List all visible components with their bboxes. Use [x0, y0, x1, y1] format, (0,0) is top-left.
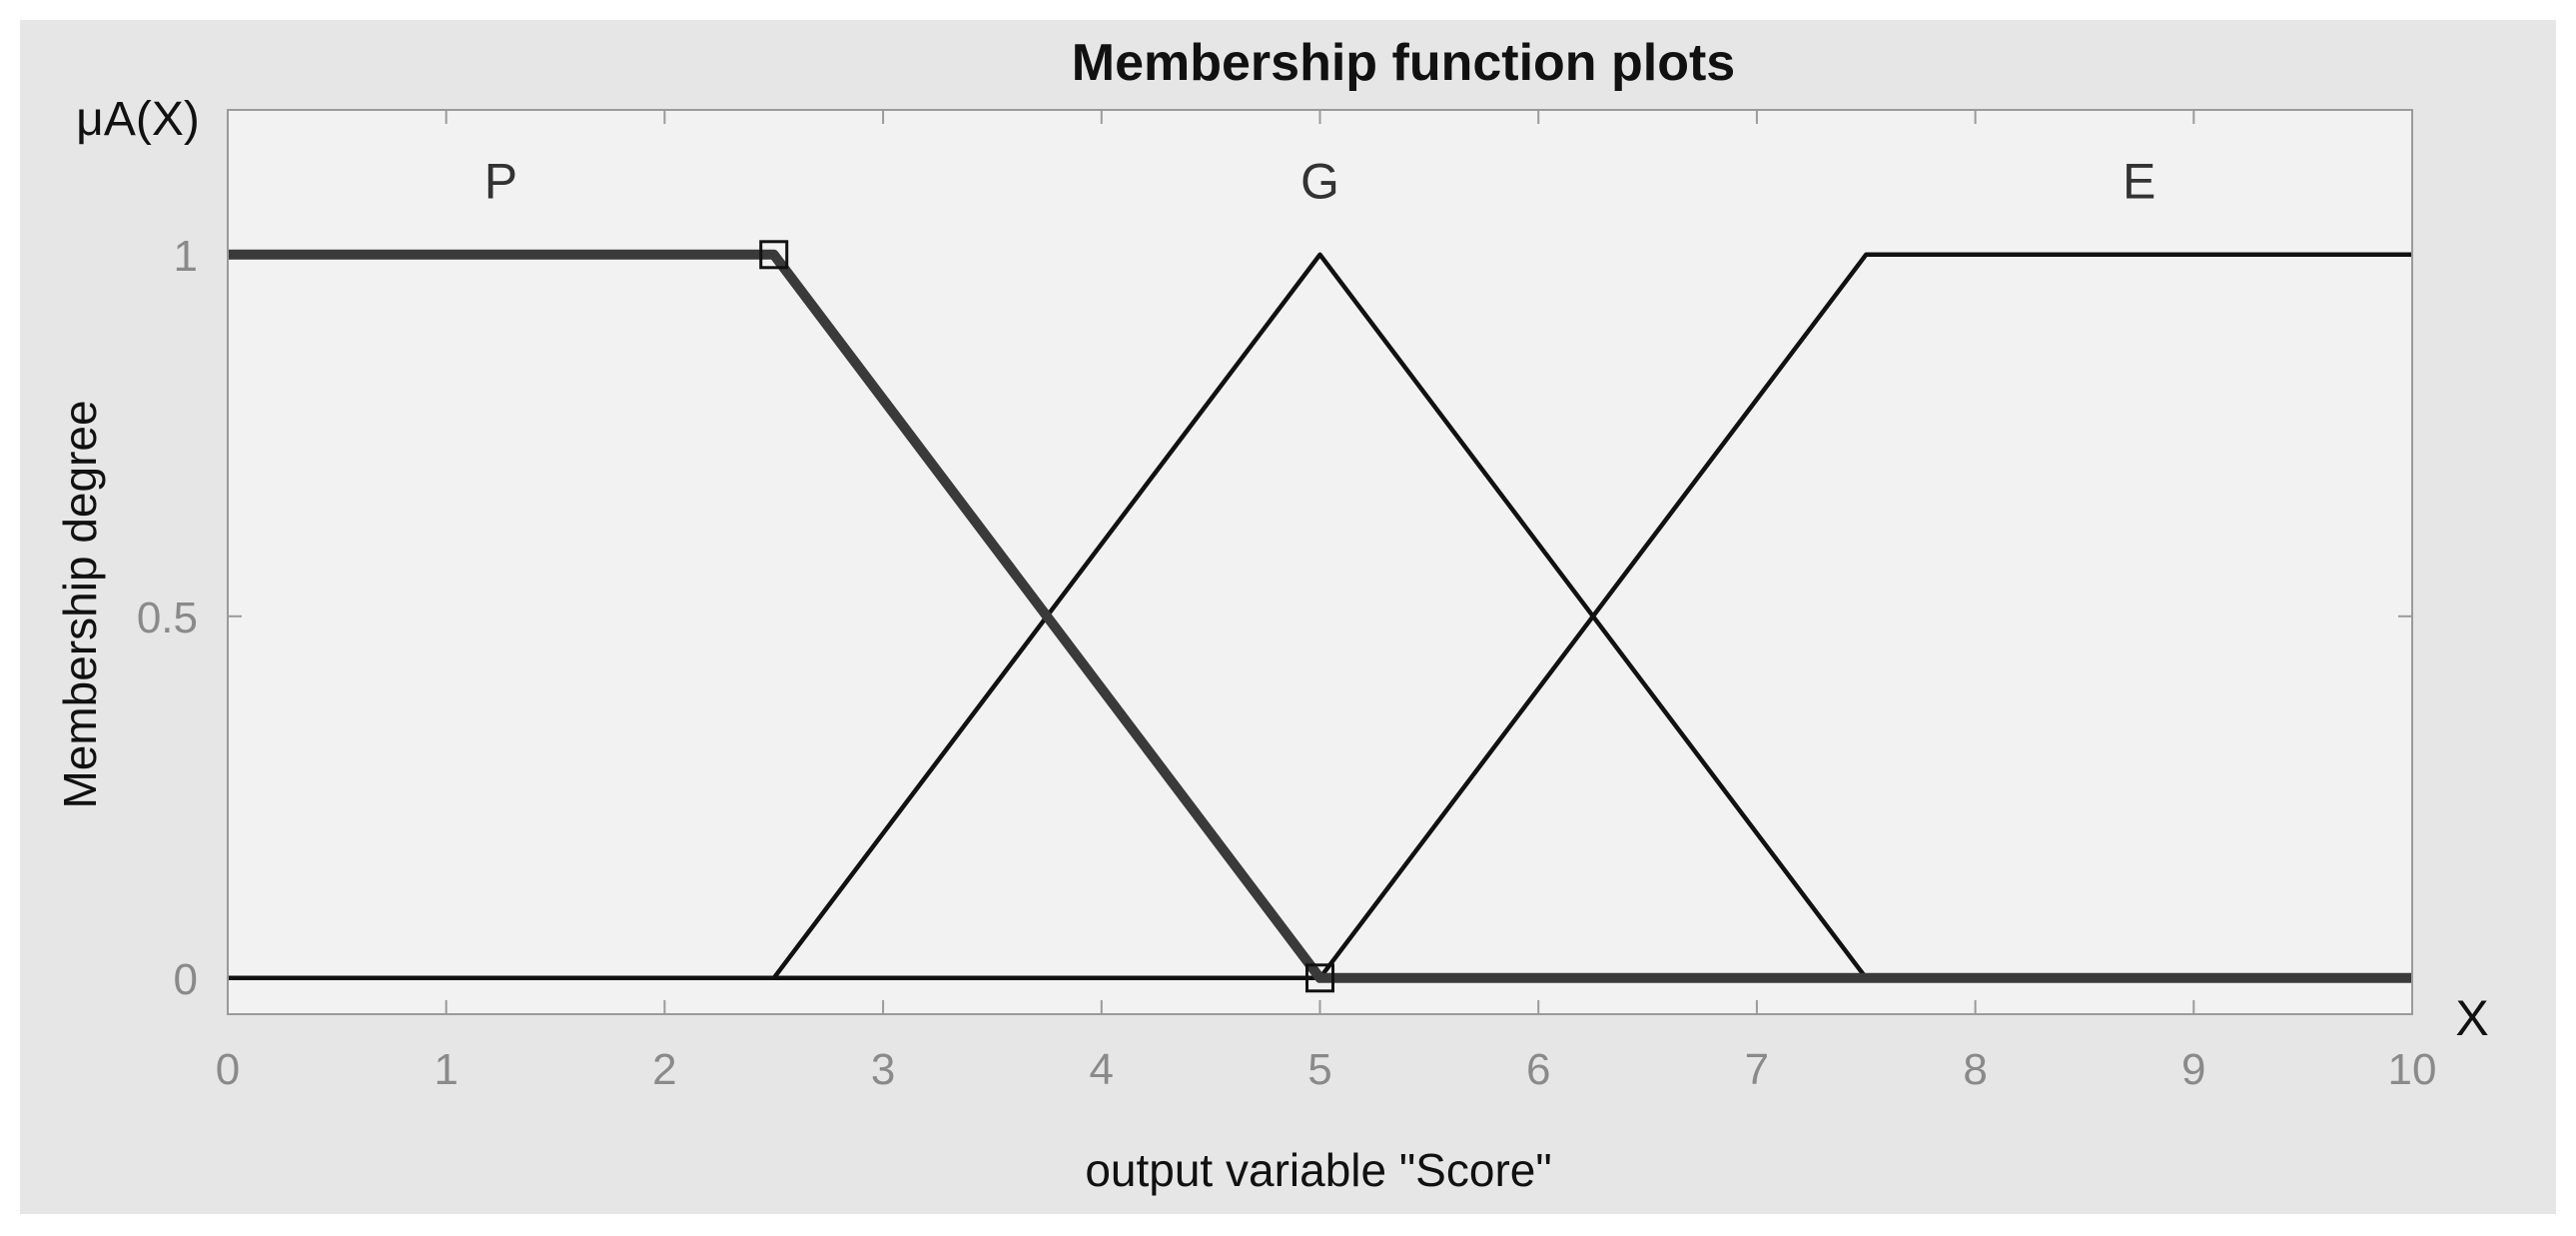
x-axis-label: output variable "Score"	[1085, 1144, 1551, 1196]
series-lines	[228, 249, 2412, 983]
x-tick-label: 7	[1745, 1045, 1769, 1094]
series-marker-p	[759, 240, 789, 270]
x-tick-label: 10	[2388, 1045, 2437, 1094]
chart-title: Membership function plots	[1072, 34, 1735, 92]
x-tick-label: 1	[433, 1045, 457, 1094]
y-tick-label: 1	[174, 232, 198, 281]
series-markers	[759, 240, 1334, 993]
y-axis-label: Membership degree	[54, 400, 106, 808]
x-tick-label: 8	[1963, 1045, 1987, 1094]
y-tick-label: 0	[174, 955, 198, 1004]
x-axis-symbol: X	[2455, 990, 2488, 1046]
series-label-g: G	[1300, 153, 1339, 209]
axes-border	[227, 109, 2413, 1015]
series-label-p: P	[484, 153, 517, 209]
y-tick-label: 0.5	[137, 594, 198, 642]
series-marker-p	[1305, 963, 1334, 993]
series-label-e: E	[2123, 153, 2155, 209]
x-tick-label: 2	[652, 1045, 676, 1094]
y-axis-symbol: μA(X)	[76, 93, 200, 146]
x-tick-labels: 0 1 2 3 4 5 6 7 8 9 10	[216, 1045, 2437, 1094]
x-tick-label: 6	[1526, 1045, 1550, 1094]
x-tick-label: 3	[871, 1045, 895, 1094]
series-line-e	[228, 252, 2412, 981]
series-line-p	[228, 249, 2412, 983]
x-tick-label: 0	[216, 1045, 240, 1094]
axes-background	[228, 110, 2412, 1014]
y-tick-labels: 00.51	[137, 232, 198, 1004]
x-tick-label: 9	[2181, 1045, 2205, 1094]
x-tick-label: 4	[1090, 1045, 1114, 1094]
x-tick-label: 5	[1307, 1045, 1331, 1094]
